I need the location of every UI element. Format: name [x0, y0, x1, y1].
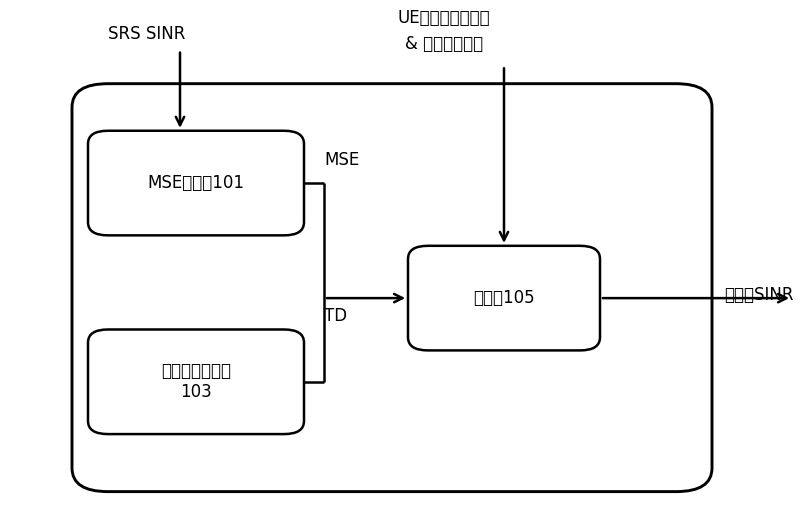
Text: 传输延迟计数器
103: 传输延迟计数器 103	[161, 362, 231, 401]
FancyBboxPatch shape	[88, 131, 304, 235]
Text: MSE估计器101: MSE估计器101	[147, 174, 245, 192]
Text: UE反馈的信道响应: UE反馈的信道响应	[398, 9, 490, 27]
FancyBboxPatch shape	[408, 246, 600, 350]
Text: 预测的SINR: 预测的SINR	[724, 287, 794, 304]
Text: 合成器105: 合成器105	[473, 289, 535, 307]
Text: TD: TD	[324, 308, 347, 325]
Text: SRS SINR: SRS SINR	[108, 25, 186, 43]
FancyBboxPatch shape	[72, 84, 712, 492]
Text: & 波束赋形权重: & 波束赋形权重	[405, 36, 483, 53]
FancyBboxPatch shape	[88, 329, 304, 434]
Text: MSE: MSE	[324, 151, 359, 168]
